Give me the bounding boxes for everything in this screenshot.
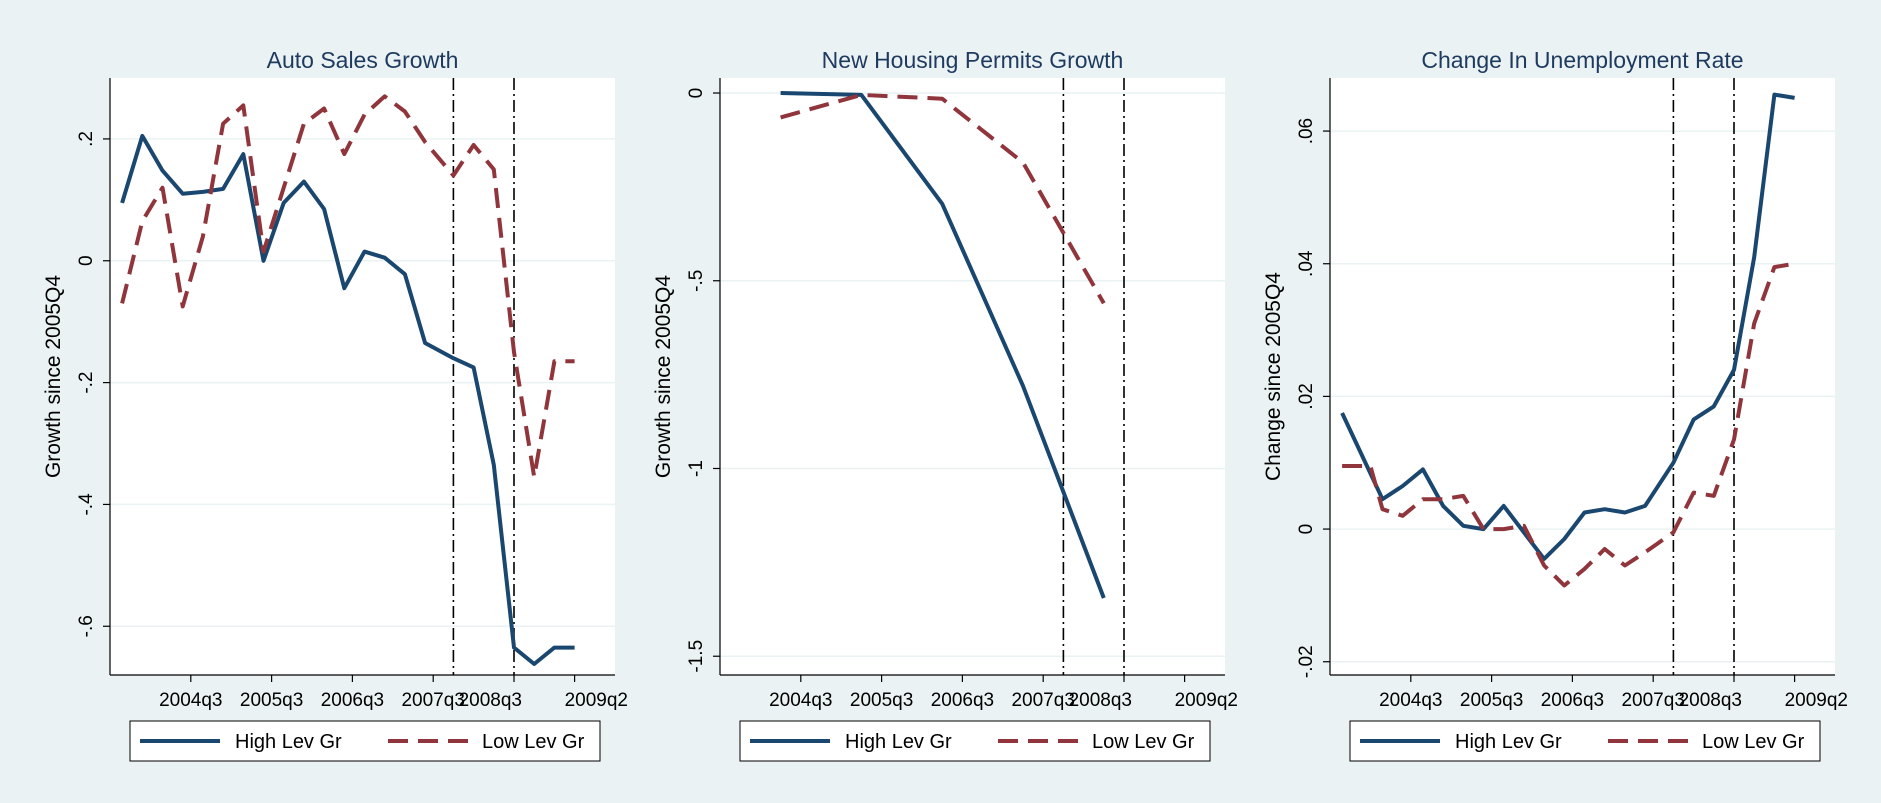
legend: High Lev Gr Low Lev Gr (1349, 720, 1821, 762)
legend-label-low-lev: Low Lev Gr (1092, 731, 1195, 753)
x-tick-label: 2005q3 (850, 690, 913, 711)
plot-area (110, 78, 615, 675)
y-tick-label: 0 (1296, 524, 1317, 535)
series-line-high-lev (120, 133, 575, 666)
x-tick-label: 2006q3 (1541, 690, 1604, 711)
series-line-low-lev (120, 94, 575, 479)
x-tick-label: 2004q3 (769, 690, 832, 711)
series-line-high-lev (1340, 92, 1795, 561)
x-tick-label: 2008q3 (459, 690, 522, 711)
y-tick-label: 0 (76, 255, 97, 266)
x-tick-label: 2005q3 (1460, 690, 1523, 711)
legend: High Lev Gr Low Lev Gr (739, 720, 1211, 762)
y-axis-label: Growth since 2005Q4 (42, 275, 65, 478)
chart-panels: Auto Sales Growth .2 0 -.2 -.4 -.6 Growth sinc… (42, 47, 1848, 762)
x-tick-label: 2009q2 (1785, 690, 1848, 711)
plot-area (1330, 78, 1835, 675)
chart-title: Auto Sales Growth (267, 47, 459, 73)
x-tick-label: 2007q3 (1011, 690, 1074, 711)
x-tick-label: 2005q3 (240, 690, 303, 711)
legend: High Lev Gr Low Lev Gr (129, 720, 601, 762)
x-tick-label: 2009q2 (565, 690, 628, 711)
x-tick-label: 2008q3 (1069, 690, 1132, 711)
y-axis-label: Change since 2005Q4 (1262, 272, 1285, 481)
series-line-low-lev (1342, 261, 1795, 588)
y-tick-label: -.4 (76, 493, 97, 516)
chart-panel-2: New Housing Permits Growth 0 -.5 -1 -1.5 Grow… (652, 47, 1238, 762)
x-tick-label: 2009q2 (1175, 690, 1238, 711)
chart-panel-1: Auto Sales Growth .2 0 -.2 -.4 -.6 Growth sinc… (42, 47, 628, 762)
y-axis-label: Growth since 2005Q4 (652, 275, 675, 478)
legend-label-high-lev: High Lev Gr (235, 731, 342, 753)
chart-title: New Housing Permits Growth (822, 47, 1124, 73)
y-tick-label: -1.5 (686, 640, 707, 673)
y-tick-label: .2 (76, 131, 97, 147)
legend-label-high-lev: High Lev Gr (1455, 731, 1562, 753)
legend-label-high-lev: High Lev Gr (845, 731, 952, 753)
y-tick-label: -.6 (76, 615, 97, 637)
x-tick-label: 2004q3 (159, 690, 222, 711)
y-tick-label: .02 (1296, 383, 1317, 409)
x-tick-label: 2008q3 (1679, 690, 1742, 711)
series-line-low-lev (780, 92, 1106, 305)
chart-title: Change In Unemployment Rate (1421, 47, 1743, 73)
x-tick-label: 2007q3 (1621, 690, 1684, 711)
x-tick-label: 2006q3 (321, 690, 384, 711)
legend-label-low-lev: Low Lev Gr (482, 731, 585, 753)
y-tick-label: .06 (1296, 118, 1317, 144)
y-tick-label: -.5 (686, 270, 707, 292)
x-tick-label: 2006q3 (931, 690, 994, 711)
series-line-high-lev (780, 91, 1106, 599)
plot-area (720, 78, 1225, 675)
y-tick-label: -.02 (1296, 645, 1317, 678)
x-tick-label: 2007q3 (401, 690, 464, 711)
chart-panel-3: Change In Unemployment Rate -.02 0 .02 .04 .0… (1262, 47, 1848, 762)
y-tick-label: -.2 (76, 371, 97, 393)
y-tick-label: .04 (1296, 250, 1317, 277)
y-tick-label: 0 (686, 88, 707, 99)
legend-label-low-lev: Low Lev Gr (1702, 731, 1805, 753)
x-tick-label: 2004q3 (1379, 690, 1442, 711)
y-tick-label: -1 (686, 460, 707, 477)
